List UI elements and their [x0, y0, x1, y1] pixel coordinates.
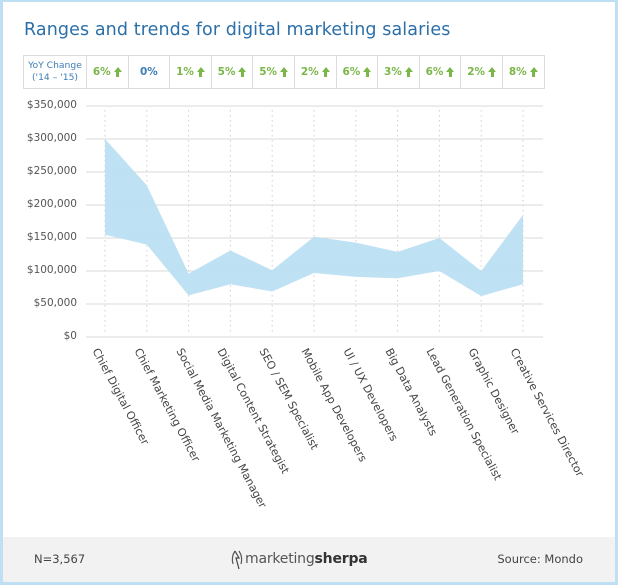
yoy-cell: 0%	[127, 56, 170, 88]
yoy-value: 1%	[176, 66, 194, 78]
yoy-cell: 3%	[377, 56, 419, 88]
yoy-cell: 5%	[252, 56, 294, 88]
up-arrow-icon	[529, 67, 538, 77]
yoy-cell: 6%	[335, 56, 378, 88]
up-arrow-icon	[196, 67, 205, 77]
yoy-header: YoY Change ('14 – '15)	[24, 56, 86, 88]
yoy-cell: 5%	[210, 56, 253, 88]
logo-text-bold: sherpa	[314, 551, 368, 567]
sample-size: N=3,567	[34, 552, 86, 566]
sherpa-mark-icon	[231, 550, 243, 570]
yoy-cell: 6%	[86, 56, 128, 88]
yoy-header-line1: YoY Change	[28, 60, 82, 71]
up-arrow-icon	[446, 67, 455, 77]
yoy-value: 6%	[92, 66, 111, 78]
up-arrow-icon	[488, 67, 497, 77]
marketingsherpa-logo: marketing sherpa	[230, 548, 368, 570]
logo-text-light: marketing	[245, 551, 315, 567]
y-tick-label: $350,000	[26, 99, 77, 111]
salary-range-chart	[86, 105, 543, 338]
up-arrow-icon	[363, 67, 372, 77]
y-tick-label: $50,000	[33, 297, 77, 309]
y-tick-label: $150,000	[26, 231, 77, 243]
up-arrow-icon	[238, 67, 247, 77]
yoy-cell: 8%	[501, 56, 544, 88]
up-arrow-icon	[280, 67, 289, 77]
chart-title: Ranges and trends for digital marketing …	[24, 20, 451, 40]
infographic-frame: Ranges and trends for digital marketing …	[3, 2, 615, 582]
yoy-cell: 1%	[169, 56, 211, 88]
yoy-value: 2%	[300, 66, 319, 78]
y-tick-label: $0	[63, 330, 77, 342]
yoy-cell: 2%	[293, 56, 336, 88]
yoy-value: 6%	[425, 66, 444, 78]
yoy-value: 6%	[342, 66, 361, 78]
y-tick-label: $300,000	[26, 132, 77, 144]
yoy-cell: 6%	[418, 56, 461, 88]
y-tick-label: $250,000	[26, 165, 77, 177]
yoy-value: 0%	[139, 66, 158, 78]
yoy-value: 3%	[384, 66, 402, 78]
up-arrow-icon	[321, 67, 330, 77]
yoy-value: 5%	[217, 66, 236, 78]
up-arrow-icon	[113, 67, 122, 77]
yoy-value: 5%	[259, 66, 278, 78]
up-arrow-icon	[404, 67, 413, 77]
salary-range-band	[105, 139, 523, 297]
yoy-cell: 2%	[460, 56, 502, 88]
y-tick-label: $100,000	[26, 264, 77, 276]
yoy-value: 2%	[467, 66, 486, 78]
y-tick-label: $200,000	[26, 198, 77, 210]
yoy-change-table: YoY Change ('14 – '15) 6% 0% 1% 5% 5% 2% 6% 3% 6…	[23, 55, 545, 89]
yoy-value: 8%	[508, 66, 527, 78]
footer: N=3,567 marketing sherpa Source: Mondo	[3, 537, 615, 582]
yoy-header-line2: ('14 – '15)	[31, 72, 79, 83]
source-credit: Source: Mondo	[497, 552, 583, 566]
